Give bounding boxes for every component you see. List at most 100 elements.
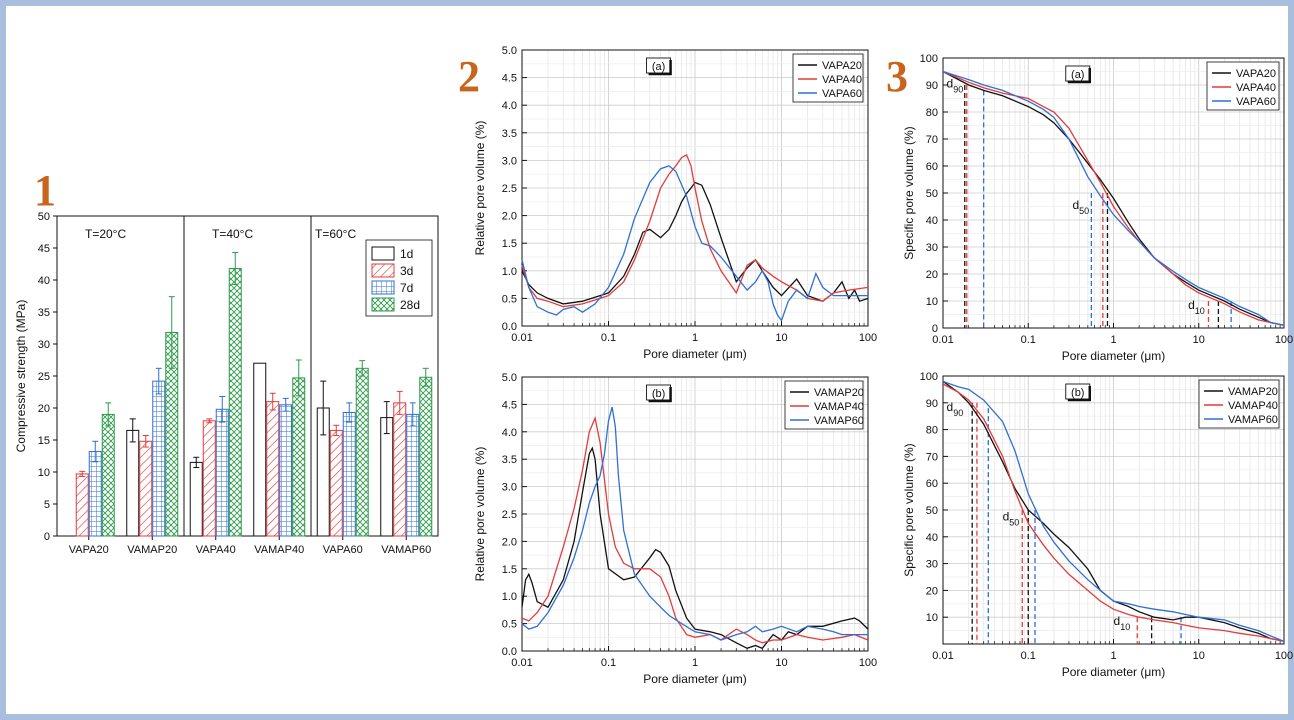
legend-label: 1d xyxy=(400,247,413,261)
y-tick-label: 1.5 xyxy=(502,564,517,576)
y-tick-label: 0.5 xyxy=(502,293,517,305)
x-tick-label: VAMAP60 xyxy=(381,544,431,556)
y-tick-label: 20 xyxy=(926,269,938,281)
x-tick-label: 1 xyxy=(692,332,698,344)
y-tick-label: 20 xyxy=(926,585,938,597)
series-line-VAMAP40 xyxy=(521,415,869,644)
y-tick-label: 25 xyxy=(38,371,50,383)
y-tick-label: 4.5 xyxy=(502,399,517,411)
x-tick-label: 0.01 xyxy=(932,650,953,662)
x-tick-label: 100 xyxy=(1275,650,1293,662)
y-tick-label: 50 xyxy=(38,211,50,223)
y-tick-label: 2.0 xyxy=(502,211,517,223)
figure-frame: 1 2 3 0 5 10 15 20 25 30 35 40 45 50 Compressive st… xyxy=(6,6,1293,714)
y-tick-label: 4.5 xyxy=(502,73,517,85)
x-tick-label: 0.1 xyxy=(601,657,616,669)
y-tick-label: 35 xyxy=(38,307,50,319)
x-axis-label: Pore diameter (μm) xyxy=(643,347,747,361)
y-tick-label: 0.0 xyxy=(502,321,517,333)
group-label: T=60°C xyxy=(315,227,356,241)
y-tick-label: 4.0 xyxy=(502,100,517,112)
x-tick-label: 100 xyxy=(859,657,877,669)
y-tick-label: 30 xyxy=(926,559,938,571)
x-tick-label: 0.01 xyxy=(511,332,532,344)
y-tick-label: 0 xyxy=(932,323,938,335)
y-tick-label: 10 xyxy=(926,296,938,308)
y-tick-label: 50 xyxy=(926,188,938,200)
y-tick-label: 80 xyxy=(926,425,938,437)
legend-label: VAMAP40 xyxy=(814,401,864,413)
y-tick-label: 5.0 xyxy=(502,372,517,384)
panel-number-3: 3 xyxy=(886,52,908,101)
y-tick-label: 4.0 xyxy=(502,427,517,439)
series-line-VAPA40 xyxy=(521,153,869,308)
x-tick-label: 0.1 xyxy=(1021,334,1036,346)
y-tick-label: 10 xyxy=(38,467,50,479)
x-tick-label: 0.01 xyxy=(932,334,953,346)
panel-number-2: 2 xyxy=(458,52,480,101)
x-tick-label: 0.1 xyxy=(1021,650,1036,662)
legend-label: VAMAP20 xyxy=(814,387,864,399)
x-tick-label: 1 xyxy=(1110,650,1116,662)
x-tick-label: 0.01 xyxy=(511,657,532,669)
legend-label: 28d xyxy=(400,298,420,312)
legend-label: VAPA20 xyxy=(1236,68,1276,80)
y-tick-label: 90 xyxy=(926,398,938,410)
y-tick-label: 1.5 xyxy=(502,238,517,250)
series-line-VAPA60 xyxy=(942,70,1285,326)
group-label: T=20°C xyxy=(85,227,126,241)
percentile-subscript: 10 xyxy=(1120,622,1130,632)
legend-label: VAPA40 xyxy=(1236,82,1276,94)
y-tick-label: 90 xyxy=(926,80,938,92)
y-axis-label: Relative pore volume (%) xyxy=(473,121,487,256)
y-tick-label: 40 xyxy=(38,275,50,287)
series-line-VAPA60 xyxy=(521,165,868,322)
percentile-subscript: 90 xyxy=(953,85,963,95)
y-axis-label: Specific pore volume (%) xyxy=(902,443,916,576)
legend-label: VAMAP60 xyxy=(1228,414,1278,426)
x-tick-label: VAPA60 xyxy=(323,544,363,556)
panel-number-1: 1 xyxy=(34,166,56,215)
legend-label: VAMAP40 xyxy=(1228,400,1278,412)
y-tick-label: 50 xyxy=(926,505,938,517)
y-axis-label: Relative pore volume (%) xyxy=(473,447,487,582)
group-label: T=40°C xyxy=(212,227,253,241)
relative-pore-volume-chart-b: 0.01 0.1 1 10 100 0.0 0.5 1.0 1.5 2.0 2.5 3.0 3.5 4.0… xyxy=(473,372,877,686)
series-line-VAMAP60 xyxy=(942,380,1285,642)
y-tick-label: 0.5 xyxy=(502,619,517,631)
y-tick-label: 0 xyxy=(44,531,50,543)
x-tick-label: VAMAP20 xyxy=(127,544,177,556)
legend-label: 3d xyxy=(400,264,413,278)
y-tick-label: 40 xyxy=(926,532,938,544)
x-tick-label: 10 xyxy=(775,332,787,344)
x-axis-label: Pore diameter (μm) xyxy=(1062,349,1166,363)
y-tick-label: 3.0 xyxy=(502,482,517,494)
y-tick-label: 60 xyxy=(926,161,938,173)
relative-pore-volume-chart-a: 0.01 0.1 1 10 100 0.0 0.5 1.0 1.5 2.0 2.5 3.0 3.5 4.0… xyxy=(473,45,877,361)
percentile-label: d50 xyxy=(1003,510,1020,528)
x-tick-label: VAPA40 xyxy=(196,544,236,556)
x-tick-label: 10 xyxy=(775,657,787,669)
y-tick-label: 40 xyxy=(926,215,938,227)
y-tick-label: 10 xyxy=(926,612,938,624)
x-tick-label: VAPA20 xyxy=(69,544,109,556)
percentile-subscript: 50 xyxy=(1009,518,1019,528)
y-tick-label: 30 xyxy=(926,242,938,254)
x-tick-label: 0.1 xyxy=(601,332,616,344)
legend-box xyxy=(1206,61,1280,111)
legend-box xyxy=(1198,379,1280,429)
legend-swatch xyxy=(371,263,395,278)
y-axis-label: Specific pore volume (%) xyxy=(902,126,916,259)
y-tick-label: 100 xyxy=(920,53,938,65)
y-tick-label: 60 xyxy=(926,478,938,490)
specific-pore-volume-chart-b: 0.01 0.1 1 10 100 10 20 30 40 50 60 70 80 90 100 Pore d… xyxy=(902,371,1293,679)
y-tick-label: 3.5 xyxy=(502,128,517,140)
y-tick-label: 2.5 xyxy=(502,509,517,521)
x-axis-label: Pore diameter (μm) xyxy=(643,672,747,686)
y-tick-label: 15 xyxy=(38,435,50,447)
panel-label: (a) xyxy=(1071,69,1084,81)
percentile-subscript: 50 xyxy=(1079,206,1089,216)
legend-swatch xyxy=(371,280,395,295)
bar-1d-VAMAP40 xyxy=(253,362,267,537)
specific-pore-volume-chart-a: 0.01 0.1 1 10 100 0 10 20 30 40 50 60 70 80 90 100 Pore … xyxy=(902,53,1293,363)
